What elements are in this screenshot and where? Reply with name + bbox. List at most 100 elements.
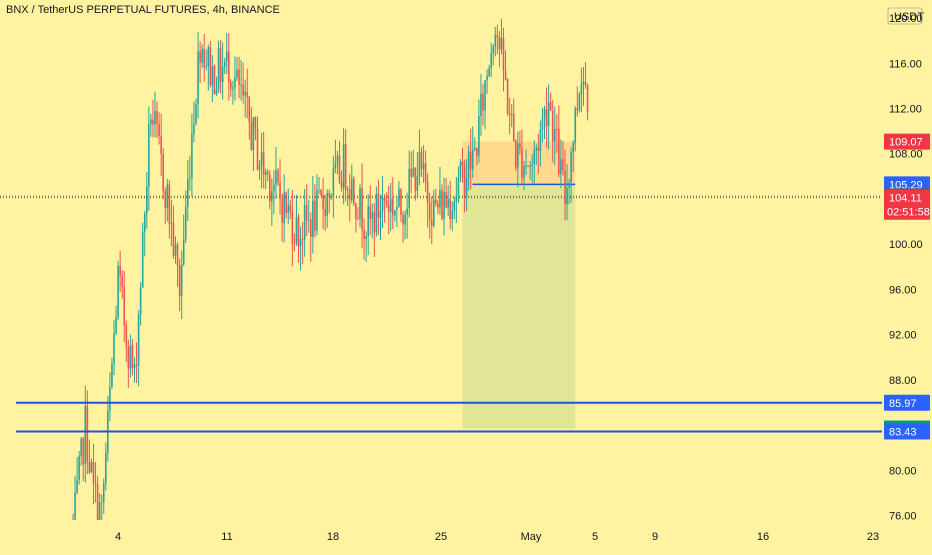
candle-body xyxy=(420,151,423,170)
candle-body xyxy=(564,170,566,205)
candle-body xyxy=(266,171,269,175)
candle-body xyxy=(572,142,574,153)
candle-body xyxy=(576,108,579,111)
candle-body xyxy=(471,149,474,170)
candle-body xyxy=(545,109,548,127)
price-axis-bg xyxy=(884,0,932,550)
candle-body xyxy=(82,438,85,465)
candle-body xyxy=(184,206,187,239)
price-axis[interactable]: 76.0080.0084.0088.0092.0096.00100.00104.… xyxy=(884,0,932,550)
candle-body xyxy=(88,461,91,473)
candle-body xyxy=(310,219,312,238)
candle-body xyxy=(135,364,138,366)
candle-body xyxy=(244,91,246,96)
candle-body xyxy=(478,115,480,156)
candle-body xyxy=(523,166,525,179)
candle-body xyxy=(203,48,205,68)
candle-body xyxy=(402,214,404,225)
candle-body xyxy=(119,265,121,277)
candle-body xyxy=(158,123,160,137)
candle-body xyxy=(502,38,505,71)
candle-body xyxy=(521,148,523,179)
candle-body xyxy=(148,124,150,187)
horizontal-lines[interactable] xyxy=(16,401,882,433)
candle-body xyxy=(445,192,447,208)
candle-body xyxy=(303,205,306,240)
candle-body xyxy=(465,178,468,196)
candle-body xyxy=(129,345,132,369)
time-axis[interactable]: 4 11 18 25 May 5 9 16 23 xyxy=(0,520,882,550)
candle-body xyxy=(332,168,335,197)
candle-body xyxy=(297,216,300,247)
price-tag xyxy=(884,394,930,411)
candle-body xyxy=(353,178,355,204)
candle-body xyxy=(441,189,443,219)
candle-body xyxy=(334,163,337,169)
candle-body xyxy=(189,177,191,180)
candle-body xyxy=(556,129,558,131)
candle-body xyxy=(125,325,128,347)
candle-body xyxy=(262,152,265,175)
candle-body xyxy=(418,151,421,176)
candle-body xyxy=(428,202,431,220)
time-tick-label: 5 xyxy=(592,531,598,543)
candle-body xyxy=(174,244,177,256)
candle-body xyxy=(367,206,369,237)
candle-body xyxy=(383,197,386,201)
price-tag-label: 104.11 xyxy=(889,193,922,205)
candle-body xyxy=(467,151,470,179)
candle-body xyxy=(363,229,365,240)
candle-body xyxy=(560,159,562,175)
candle-body xyxy=(191,134,193,178)
candle-body xyxy=(287,205,290,214)
candle-body xyxy=(574,108,577,143)
candle-body xyxy=(531,164,533,166)
price-tag-label: 85.97 xyxy=(889,398,917,410)
candle-body xyxy=(238,69,240,86)
candle-body xyxy=(558,129,560,175)
candle-body xyxy=(74,492,76,529)
price-tags: 109.07105.29104.24104.1102:51:5885.9783.… xyxy=(884,133,930,440)
candle-body xyxy=(494,35,497,47)
candle-body xyxy=(109,386,111,412)
candle-body xyxy=(582,81,585,85)
candle-body xyxy=(541,117,544,130)
price-tick-label: 88.00 xyxy=(889,375,917,387)
candle-body xyxy=(430,219,433,226)
candle-body xyxy=(439,189,441,208)
candle-body xyxy=(146,186,148,214)
candle-body xyxy=(392,199,394,216)
candle-body xyxy=(115,317,117,334)
candle-body xyxy=(551,110,554,142)
candle-body xyxy=(271,191,273,202)
candle-body xyxy=(453,201,456,211)
candle-body xyxy=(250,122,253,150)
candle-body xyxy=(197,51,199,105)
candle-body xyxy=(137,314,140,366)
candle-body xyxy=(113,333,115,364)
candle-body xyxy=(340,181,343,188)
candle-body xyxy=(201,48,203,63)
candle-body xyxy=(396,207,398,211)
time-axis-bg xyxy=(0,520,882,550)
position-zones xyxy=(0,141,882,429)
candle-body xyxy=(225,51,228,62)
price-tick-label: 120.00 xyxy=(889,13,923,25)
candle-body xyxy=(455,195,458,202)
candle-body xyxy=(435,199,437,204)
candle-body xyxy=(433,199,435,226)
candle-body xyxy=(578,93,581,111)
candle-body xyxy=(260,152,263,166)
candle-body xyxy=(160,136,162,155)
candle-body xyxy=(121,276,123,287)
candle-body xyxy=(80,438,82,457)
candle-body xyxy=(346,189,349,191)
candle-body xyxy=(404,214,406,225)
candle-body xyxy=(256,129,259,170)
candle-body xyxy=(76,479,78,493)
candle-body xyxy=(131,345,134,369)
price-tag xyxy=(884,189,930,220)
candle-body xyxy=(422,163,425,170)
